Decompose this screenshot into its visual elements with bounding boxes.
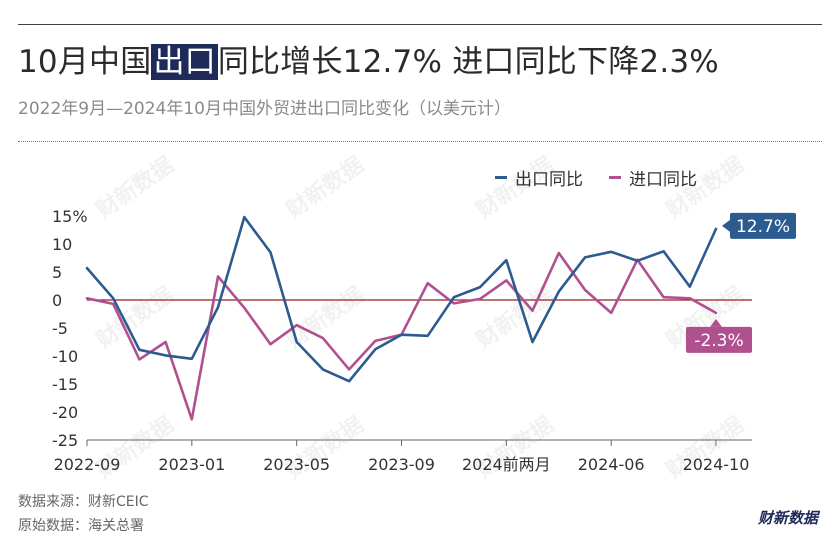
y-tick-label: -25 <box>52 431 78 450</box>
y-tick-label: 10 <box>52 235 72 254</box>
y-tick-label: 0 <box>52 291 62 310</box>
chart-subtitle: 2022年9月—2024年10月中国外贸进出口同比变化（以美元计） <box>18 99 511 119</box>
x-tick-label: 2024-10 <box>683 455 750 474</box>
y-tick-label: 15% <box>52 207 88 226</box>
y-tick-label: -15 <box>52 375 78 394</box>
x-tick-label: 2023-01 <box>158 455 225 474</box>
callout-box-import <box>686 326 752 353</box>
x-tick-label: 2023-09 <box>368 455 435 474</box>
callout-pointer-import <box>710 318 722 327</box>
legend-swatch-export <box>495 176 507 179</box>
y-tick-label: 5 <box>52 263 62 282</box>
title-highlight: 出口 <box>151 44 218 80</box>
legend: 出口同比 进口同比 <box>495 165 697 190</box>
footer-source: 数据来源：财新CEIC <box>18 494 149 510</box>
y-tick-label: -10 <box>52 347 78 366</box>
y-tick-label: -20 <box>52 403 78 422</box>
x-tick-label: 2024-06 <box>578 455 645 474</box>
legend-label-export: 出口同比 <box>515 170 583 190</box>
legend-item-import: 进口同比 <box>609 165 697 190</box>
title-suffix: 同比增长12.7% 进口同比下降2.3% <box>217 44 719 80</box>
dotted-divider <box>18 141 822 142</box>
callout-pointer-export <box>722 219 730 232</box>
callout-label-import: -2.3% <box>694 331 743 351</box>
x-tick-label: 2023-05 <box>263 455 330 474</box>
chart-title: 10月中国出口同比增长12.7% 进口同比下降2.3% <box>18 36 719 81</box>
x-tick-label: 2022-09 <box>54 455 121 474</box>
callout-box-export <box>730 212 796 239</box>
title-prefix: 10月中国 <box>18 44 152 80</box>
legend-item-export: 出口同比 <box>495 165 583 190</box>
series-line-export <box>85 215 718 383</box>
footer-original: 原始数据：海关总署 <box>18 518 144 534</box>
x-tick-label: 2024前两月 <box>462 455 551 474</box>
legend-label-import: 进口同比 <box>629 170 697 190</box>
legend-swatch-import <box>609 176 621 179</box>
callout-label-export: 12.7% <box>736 217 790 237</box>
top-rule <box>18 24 822 25</box>
y-tick-label: -5 <box>52 319 68 338</box>
brand-logo: 财新数据 <box>757 509 818 527</box>
